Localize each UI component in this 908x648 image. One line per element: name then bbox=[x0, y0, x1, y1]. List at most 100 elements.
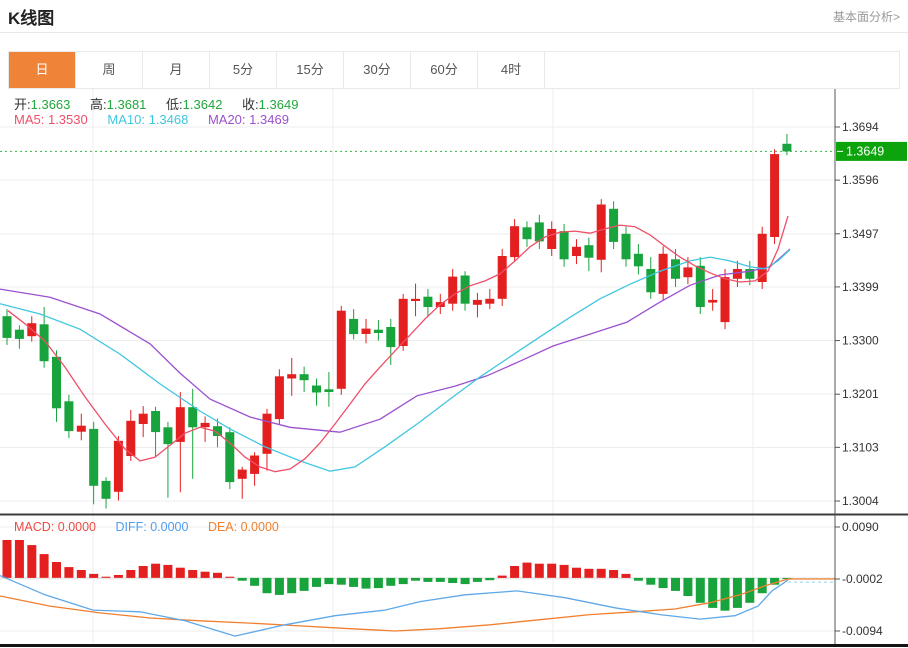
macd-bar bbox=[472, 577, 482, 582]
macd-bar bbox=[572, 567, 581, 578]
candle-body bbox=[76, 425, 86, 432]
macd-bar bbox=[460, 577, 470, 585]
candle-body bbox=[188, 407, 198, 428]
ma20-line bbox=[0, 248, 791, 433]
candle-body bbox=[39, 324, 49, 362]
interval-tab-1[interactable]: 日 bbox=[9, 52, 76, 88]
candle-body bbox=[472, 299, 482, 305]
macd-tick-label: -0.0002 bbox=[842, 572, 883, 586]
macd-bar bbox=[299, 577, 309, 591]
fundamental-analysis-link[interactable]: 基本面分析> bbox=[832, 9, 900, 24]
macd-bar bbox=[423, 577, 433, 582]
macd-bar bbox=[485, 577, 495, 581]
interval-tab-4[interactable]: 5分 bbox=[210, 52, 277, 88]
candle-body bbox=[782, 143, 792, 152]
macd-bar bbox=[113, 575, 123, 578]
candle-body bbox=[658, 253, 668, 294]
candle-body bbox=[373, 329, 383, 333]
candle-body bbox=[213, 426, 222, 436]
candle-body bbox=[770, 154, 780, 237]
macd-bar bbox=[64, 567, 74, 578]
candles bbox=[2, 134, 792, 509]
candle-body bbox=[2, 316, 12, 338]
macd-bar bbox=[163, 564, 173, 578]
candle-body bbox=[250, 455, 260, 474]
macd-bar bbox=[274, 577, 284, 595]
macd-bar bbox=[138, 566, 148, 578]
candle-body bbox=[138, 413, 148, 424]
price-tick-label: 1.3399 bbox=[842, 280, 879, 294]
current-price-tag bbox=[836, 141, 907, 161]
axis-labels: 1.3694 1.3596 1.3497 1.3399 1.3300 1.3201 1.31… bbox=[835, 120, 883, 638]
candle-body bbox=[262, 413, 272, 454]
candle-body bbox=[336, 310, 346, 389]
candle-body bbox=[237, 469, 247, 479]
bottom-border bbox=[0, 644, 908, 647]
macd-bar bbox=[757, 577, 767, 594]
tabbar-filler bbox=[545, 52, 899, 88]
kline-chart-canvas[interactable]: 1.3694 1.3596 1.3497 1.3399 1.3300 1.3201 1.31… bbox=[0, 89, 908, 647]
interval-tabbar: 日周月 5分 15分 30分 60分 4时 bbox=[8, 51, 900, 89]
candle-body bbox=[671, 259, 680, 279]
macd-bar bbox=[361, 577, 371, 589]
price-tick-label: 1.3596 bbox=[842, 173, 879, 187]
macd-bar bbox=[609, 570, 619, 578]
candle-body bbox=[757, 233, 767, 282]
macd-bar bbox=[448, 577, 458, 583]
candle-body bbox=[423, 296, 433, 307]
candle-body bbox=[175, 407, 185, 442]
candle-body bbox=[584, 245, 594, 258]
macd-bar bbox=[671, 577, 680, 591]
macd-tick-label: 0.0090 bbox=[842, 520, 879, 534]
macd-bar bbox=[386, 577, 396, 586]
macd-bar bbox=[695, 577, 705, 603]
candle-body bbox=[732, 269, 742, 279]
price-tick-label: 1.3694 bbox=[842, 120, 879, 134]
macd-bar bbox=[225, 576, 235, 578]
interval-tab-6[interactable]: 30分 bbox=[344, 52, 411, 88]
macd-bar bbox=[522, 562, 532, 578]
candle-body bbox=[448, 276, 458, 304]
macd-bar bbox=[373, 577, 383, 589]
candle-body bbox=[745, 269, 755, 279]
macd-bar bbox=[398, 577, 408, 585]
macd-bar bbox=[547, 563, 557, 578]
candle-body bbox=[398, 298, 408, 346]
interval-tab-3[interactable]: 月 bbox=[143, 52, 210, 88]
macd-bar bbox=[584, 568, 594, 578]
widget-header: K线图 基本面分析> bbox=[0, 0, 908, 33]
candle-body bbox=[287, 374, 297, 379]
candle-body bbox=[510, 226, 520, 258]
candle-body bbox=[485, 298, 495, 304]
candle-body bbox=[349, 318, 359, 335]
macd-histogram bbox=[2, 540, 792, 611]
macd-bar bbox=[287, 577, 297, 594]
interval-tab-5[interactable]: 15分 bbox=[277, 52, 344, 88]
candle-body bbox=[312, 385, 321, 393]
macd-bar bbox=[559, 564, 569, 578]
candle-body bbox=[52, 356, 61, 409]
macd-bar bbox=[126, 570, 136, 578]
price-tick-label: 1.3201 bbox=[842, 387, 879, 401]
candle-body bbox=[151, 411, 161, 433]
macd-bar bbox=[349, 577, 359, 587]
gridlines bbox=[0, 89, 835, 643]
macd-bar bbox=[262, 577, 272, 594]
interval-tab-7[interactable]: 60分 bbox=[411, 52, 478, 88]
interval-tab-8[interactable]: 4时 bbox=[478, 52, 545, 88]
macd-bar bbox=[14, 540, 24, 578]
candle-body bbox=[708, 299, 718, 303]
macd-tick-label: -0.0094 bbox=[842, 624, 883, 638]
macd-bar bbox=[27, 545, 37, 578]
candle-body bbox=[460, 275, 470, 304]
macd-bar bbox=[646, 577, 656, 585]
candle-body bbox=[225, 432, 235, 483]
candle-body bbox=[633, 253, 643, 267]
candle-body bbox=[163, 427, 173, 445]
candle-body bbox=[547, 228, 557, 249]
interval-tab-2[interactable]: 周 bbox=[76, 52, 143, 88]
chart-area: 1.3694 1.3596 1.3497 1.3399 1.3300 1.3201 1.31… bbox=[0, 89, 908, 647]
macd-bar bbox=[497, 575, 507, 578]
candle-body bbox=[720, 277, 730, 323]
candle-body bbox=[126, 420, 136, 456]
